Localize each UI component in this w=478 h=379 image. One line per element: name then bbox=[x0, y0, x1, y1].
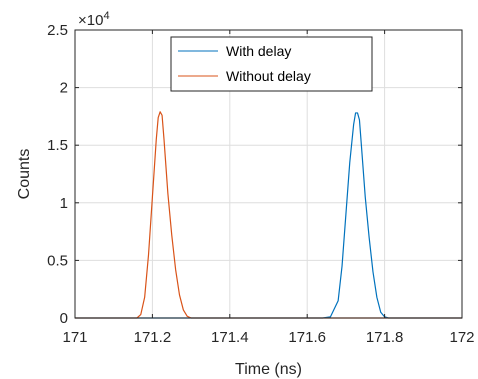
series-line-without-delay bbox=[75, 111, 462, 319]
series-layer bbox=[75, 111, 462, 319]
tick-marks bbox=[74, 29, 463, 319]
x-tick-label: 172 bbox=[449, 329, 474, 346]
axes-box bbox=[74, 29, 463, 319]
y-tick-label: 2.5 bbox=[47, 22, 68, 39]
x-tick-label: 171.6 bbox=[288, 329, 326, 346]
y-exponent-power: 4 bbox=[103, 10, 109, 22]
x-tick-labels: 171 171.2 171.4 171.6 171.8 172 bbox=[62, 329, 474, 346]
y-exponent-base: ×10 bbox=[78, 12, 103, 29]
y-tick-labels: 0 0.5 1 1.5 2 2.5 bbox=[47, 22, 68, 327]
y-tick-label: 0 bbox=[60, 310, 68, 327]
x-tick-label: 171 bbox=[62, 329, 87, 346]
y-tick-label: 1.5 bbox=[47, 137, 68, 154]
y-tick-label: 2 bbox=[60, 80, 68, 97]
y-exponent-label: ×104 bbox=[78, 10, 110, 29]
y-tick-label: 1 bbox=[60, 195, 68, 212]
x-axis-label: Time (ns) bbox=[235, 361, 302, 378]
y-axis-label: Counts bbox=[16, 149, 33, 200]
x-tick-label: 171.8 bbox=[366, 329, 404, 346]
y-tick-label: 0.5 bbox=[47, 252, 68, 269]
x-tick-label: 171.4 bbox=[211, 329, 249, 346]
x-tick-label: 171.2 bbox=[134, 329, 172, 346]
legend: With delay Without delay bbox=[170, 36, 373, 92]
legend-box bbox=[170, 36, 373, 92]
series-line-with-delay bbox=[75, 112, 462, 319]
legend-label-without-delay: Without delay bbox=[226, 68, 311, 84]
legend-label-with-delay: With delay bbox=[226, 43, 291, 59]
